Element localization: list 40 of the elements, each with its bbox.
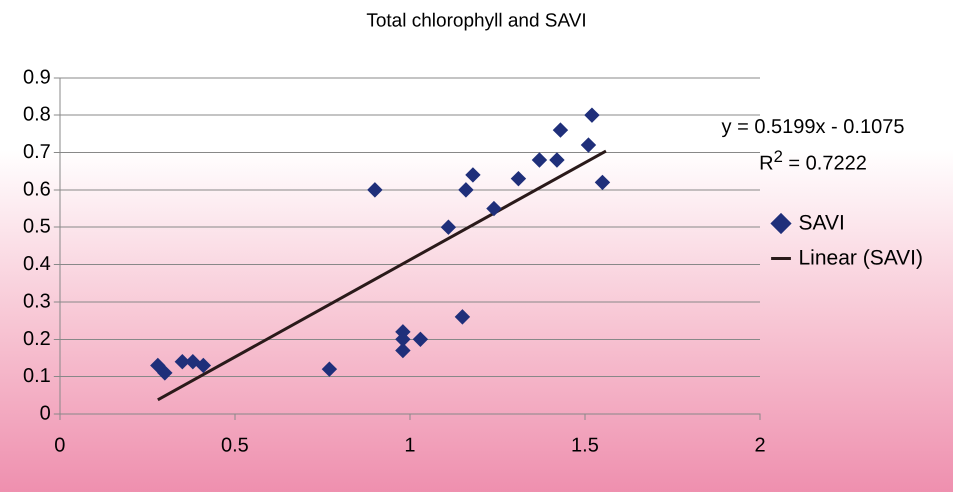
point (157, 365, 172, 380)
point (454, 309, 470, 324)
y-tick-label: 0.9 (22, 66, 51, 88)
point (440, 220, 456, 235)
y-tick-label: 0 (40, 402, 51, 425)
legend-label: SAVI (798, 211, 845, 234)
legend-label: Linear (SAVI) (798, 246, 924, 270)
point (458, 182, 474, 198)
point (322, 362, 337, 377)
point (486, 201, 502, 216)
point (584, 108, 600, 123)
point (150, 358, 166, 373)
point (580, 138, 596, 153)
y-tick-label: 0.1 (22, 365, 51, 388)
point (395, 342, 410, 358)
y-tick-label: 0.2 (22, 328, 51, 350)
point (510, 171, 526, 186)
point (174, 354, 190, 370)
x-tick-label: 0.5 (220, 434, 249, 457)
x-tick-label: 0 (54, 434, 66, 457)
annotation: y = 0.5199x - 0.1075 (720, 115, 906, 140)
y-tick-label: 0.8 (22, 104, 51, 126)
point (594, 174, 610, 190)
point (412, 332, 428, 347)
x-tick-label: 1.5 (571, 434, 599, 457)
y-tick-label: 0.7 (22, 141, 51, 164)
point (196, 358, 211, 373)
point (532, 152, 547, 168)
chart-title: Total chlorophyll and SAVI (366, 10, 587, 32)
point (465, 167, 480, 182)
y-tick-label: 0.6 (22, 178, 51, 200)
x-tick-label: 2 (754, 434, 766, 457)
point (367, 182, 382, 198)
annotation: R$^{2}$ = 0.7222 (758, 146, 868, 177)
point (552, 122, 568, 138)
x-tick-label: 1 (404, 434, 416, 457)
y-tick-label: 0.4 (22, 253, 51, 276)
point (549, 152, 564, 168)
y-tick-label: 0.5 (22, 216, 51, 238)
y-tick-label: 0.3 (22, 290, 51, 312)
